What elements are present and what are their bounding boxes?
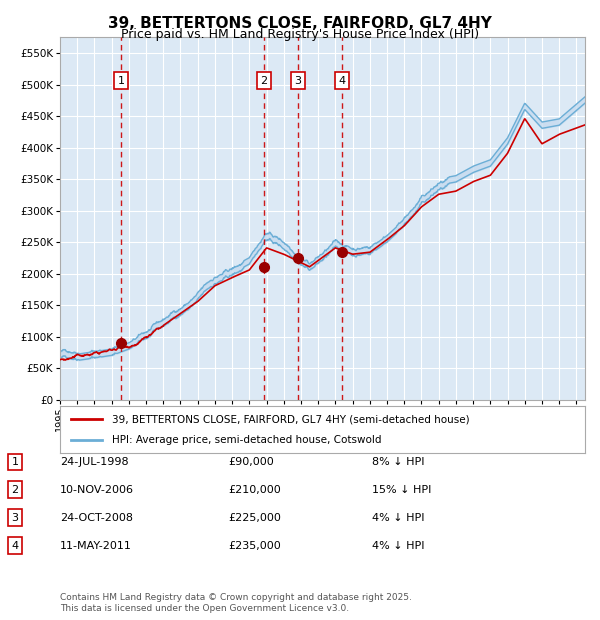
Text: Price paid vs. HM Land Registry's House Price Index (HPI): Price paid vs. HM Land Registry's House …	[121, 28, 479, 41]
Text: 15% ↓ HPI: 15% ↓ HPI	[372, 485, 431, 495]
Text: Contains HM Land Registry data © Crown copyright and database right 2025.
This d: Contains HM Land Registry data © Crown c…	[60, 593, 412, 613]
Text: 39, BETTERTONS CLOSE, FAIRFORD, GL7 4HY (semi-detached house): 39, BETTERTONS CLOSE, FAIRFORD, GL7 4HY …	[113, 414, 470, 424]
Text: 1: 1	[118, 76, 125, 86]
Text: 4: 4	[11, 541, 19, 551]
Text: 3: 3	[294, 76, 301, 86]
Text: 4: 4	[338, 76, 345, 86]
Text: £225,000: £225,000	[228, 513, 281, 523]
Text: 1: 1	[11, 457, 19, 467]
Text: 2: 2	[11, 485, 19, 495]
Text: £210,000: £210,000	[228, 485, 281, 495]
Text: 39, BETTERTONS CLOSE, FAIRFORD, GL7 4HY: 39, BETTERTONS CLOSE, FAIRFORD, GL7 4HY	[108, 16, 492, 30]
Text: 4% ↓ HPI: 4% ↓ HPI	[372, 513, 425, 523]
Text: HPI: Average price, semi-detached house, Cotswold: HPI: Average price, semi-detached house,…	[113, 435, 382, 445]
Text: 8% ↓ HPI: 8% ↓ HPI	[372, 457, 425, 467]
Text: 24-JUL-1998: 24-JUL-1998	[60, 457, 128, 467]
Text: 24-OCT-2008: 24-OCT-2008	[60, 513, 133, 523]
Text: 10-NOV-2006: 10-NOV-2006	[60, 485, 134, 495]
Text: £90,000: £90,000	[228, 457, 274, 467]
Text: £235,000: £235,000	[228, 541, 281, 551]
Text: 3: 3	[11, 513, 19, 523]
Text: 4% ↓ HPI: 4% ↓ HPI	[372, 541, 425, 551]
Text: 2: 2	[260, 76, 268, 86]
Text: 11-MAY-2011: 11-MAY-2011	[60, 541, 132, 551]
